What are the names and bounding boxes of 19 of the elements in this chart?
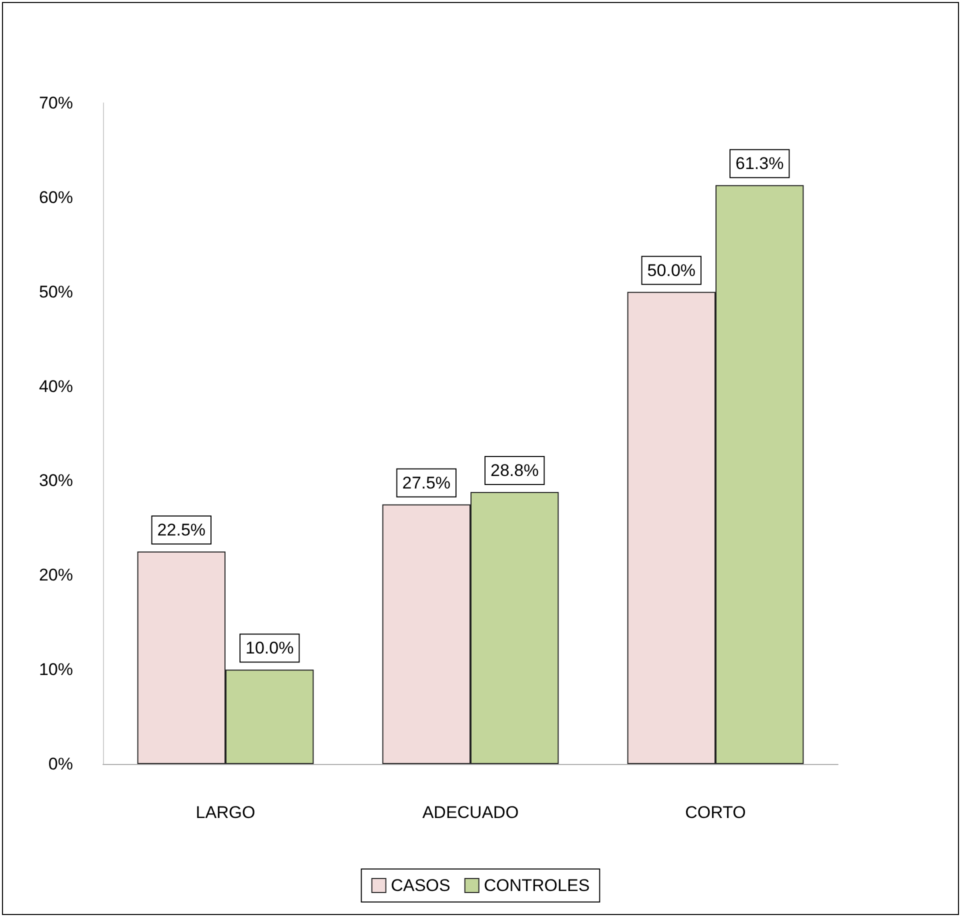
- y-tick-label: 40%: [38, 376, 73, 396]
- x-tick-label: ADECUADO: [422, 803, 519, 822]
- x-tick-label: CORTO: [685, 803, 746, 822]
- y-tick-label: 60%: [38, 188, 73, 207]
- data-label: 28.8%: [490, 461, 539, 480]
- x-tick-label: LARGO: [196, 803, 256, 822]
- legend-label: CONTROLES: [484, 876, 590, 895]
- y-tick-label: 10%: [38, 660, 73, 680]
- y-tick-label: 70%: [38, 94, 73, 112]
- data-label: 27.5%: [402, 473, 450, 492]
- y-tick-label: 50%: [38, 282, 73, 302]
- y-tick-label: 20%: [38, 566, 73, 585]
- legend-label: CASOS: [390, 876, 450, 895]
- y-tick-label: 0%: [48, 754, 73, 774]
- y-tick-label: 30%: [38, 471, 73, 490]
- data-label: 50.0%: [647, 260, 696, 280]
- data-label: 22.5%: [157, 520, 206, 540]
- data-label: 10.0%: [246, 638, 294, 658]
- data-label: 61.3%: [736, 154, 784, 174]
